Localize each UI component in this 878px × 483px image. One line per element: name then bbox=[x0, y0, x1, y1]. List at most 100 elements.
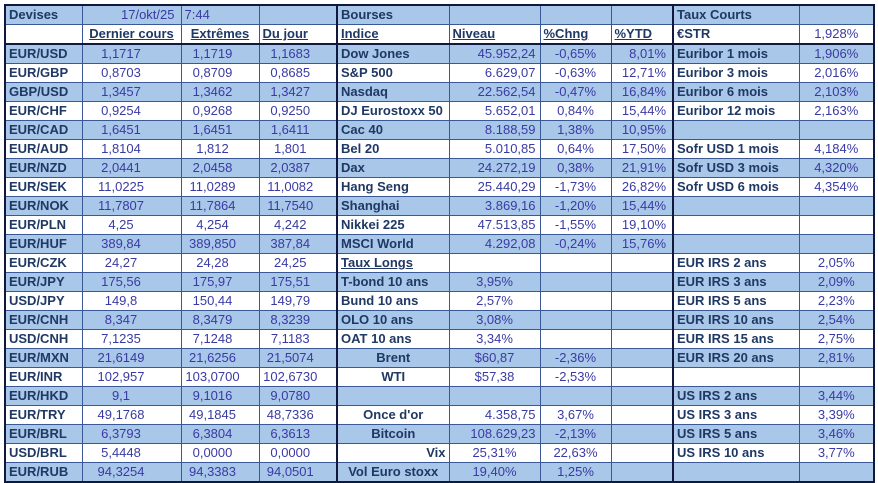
chng-value: -2,53% bbox=[539, 367, 612, 387]
rate-value: 3,46% bbox=[798, 424, 875, 444]
section-title-taux-courts: Taux Courts bbox=[672, 4, 800, 25]
currency-pair-label: EUR/NZD bbox=[4, 158, 83, 178]
chng-value: -2,36% bbox=[539, 348, 612, 368]
dernier-cours-value: 1,1717 bbox=[81, 43, 182, 64]
niveau-value: $60,87 bbox=[448, 348, 541, 368]
niveau-value: 22.562,54 bbox=[448, 82, 541, 102]
table-row: EUR/AUD 1,8104 1,812 1,801 Bel 20 5.010,85 0,6… bbox=[4, 139, 875, 159]
currency-pair-label: USD/BRL bbox=[4, 443, 83, 463]
du-jour-value: 102,6730 bbox=[258, 367, 338, 387]
index-label: T-bond 10 ans bbox=[336, 272, 450, 292]
empty-cell bbox=[672, 215, 800, 235]
table-row: EUR/SEK 11,0225 11,0289 11,0082 Hang Seng 25.… bbox=[4, 177, 875, 197]
currency-pair-label: EUR/HUF bbox=[4, 234, 83, 254]
index-label: Hang Seng bbox=[336, 177, 450, 197]
rate-value: 4,354% bbox=[798, 177, 875, 197]
index-label: S&P 500 bbox=[336, 63, 450, 83]
dernier-cours-value: 7,1235 bbox=[81, 329, 182, 349]
niveau-value: $57,38 bbox=[448, 367, 541, 387]
table-row: EUR/MXN 21,6149 21,6256 21,5074 Brent $60,87-… bbox=[4, 348, 875, 368]
section-title-row: Devises 17/okt/25 7:44 Bourses Taux Courts bbox=[4, 4, 875, 25]
extremes-value: 1,1719 bbox=[180, 43, 260, 64]
niveau-value: 45.952,24 bbox=[448, 43, 541, 64]
chng-value: 22,63% bbox=[539, 443, 612, 463]
empty-cell bbox=[539, 4, 612, 25]
index-label: Bel 20 bbox=[336, 139, 450, 159]
report-time: 7:44 bbox=[180, 4, 260, 25]
empty-cell bbox=[798, 234, 875, 254]
dernier-cours-value: 102,957 bbox=[81, 367, 182, 387]
extremes-value: 49,1845 bbox=[180, 405, 260, 425]
du-jour-value: 6,3613 bbox=[258, 424, 338, 444]
index-label: Dax bbox=[336, 158, 450, 178]
extremes-value: 389,850 bbox=[180, 234, 260, 254]
empty-cell bbox=[798, 462, 875, 483]
ytd-value: 8,01% bbox=[610, 43, 674, 64]
col-header-niveau: Niveau bbox=[448, 24, 541, 45]
empty-cell bbox=[539, 310, 612, 330]
rate-label: Euribor 12 mois bbox=[672, 101, 800, 121]
dernier-cours-value: 11,7807 bbox=[81, 196, 182, 216]
rate-label: EUR IRS 3 ans bbox=[672, 272, 800, 292]
du-jour-value: 94,0501 bbox=[258, 462, 338, 483]
rate-value: 2,103% bbox=[798, 82, 875, 102]
currency-pair-label: GBP/USD bbox=[4, 82, 83, 102]
extremes-value: 1,3462 bbox=[180, 82, 260, 102]
empty-cell bbox=[610, 253, 674, 273]
market-table: Devises 17/okt/25 7:44 Bourses Taux Courts De… bbox=[4, 4, 875, 483]
dernier-cours-value: 149,8 bbox=[81, 291, 182, 311]
currency-pair-label: EUR/GBP bbox=[4, 63, 83, 83]
extremes-value: 4,254 bbox=[180, 215, 260, 235]
empty-cell bbox=[610, 462, 674, 483]
empty-cell bbox=[610, 272, 674, 292]
currency-pair-label: EUR/JPY bbox=[4, 272, 83, 292]
du-jour-value: 9,0780 bbox=[258, 386, 338, 406]
table-row: EUR/CNH 8,347 8,3479 8,3239 OLO 10 ans 3,08% E… bbox=[4, 310, 875, 330]
dernier-cours-value: 0,9254 bbox=[81, 101, 182, 121]
rate-label: EUR IRS 20 ans bbox=[672, 348, 800, 368]
rate-label: US IRS 2 ans bbox=[672, 386, 800, 406]
empty-cell bbox=[336, 386, 450, 406]
currency-pair-label: EUR/CZK bbox=[4, 253, 83, 273]
col-header-dernier-cours: Dernier cours bbox=[81, 24, 182, 45]
table-row: EUR/CAD 1,6451 1,6451 1,6411 Cac 40 8.188,59 1… bbox=[4, 120, 875, 140]
table-row: EUR/JPY 175,56 175,97 175,51 T-bond 10 ans 3,… bbox=[4, 272, 875, 292]
ytd-value: 15,44% bbox=[610, 196, 674, 216]
rate-label: Euribor 3 mois bbox=[672, 63, 800, 83]
rate-value: 2,75% bbox=[798, 329, 875, 349]
table-row: GBP/USD 1,3457 1,3462 1,3427 Nasdaq 22.562,54… bbox=[4, 82, 875, 102]
empty-cell bbox=[672, 234, 800, 254]
rate-value: 2,09% bbox=[798, 272, 875, 292]
chng-value: -1,73% bbox=[539, 177, 612, 197]
empty-cell bbox=[539, 329, 612, 349]
extremes-value: 9,1016 bbox=[180, 386, 260, 406]
niveau-value: 8.188,59 bbox=[448, 120, 541, 140]
currency-pair-label: USD/CNH bbox=[4, 329, 83, 349]
du-jour-value: 21,5074 bbox=[258, 348, 338, 368]
empty-cell bbox=[610, 329, 674, 349]
rate-value: 3,77% bbox=[798, 443, 875, 463]
empty-cell bbox=[672, 196, 800, 216]
du-jour-value: 175,51 bbox=[258, 272, 338, 292]
ytd-value: 21,91% bbox=[610, 158, 674, 178]
index-label: OAT 10 ans bbox=[336, 329, 450, 349]
empty-cell bbox=[610, 310, 674, 330]
du-jour-value: 2,0387 bbox=[258, 158, 338, 178]
table-row: EUR/USD 1,1717 1,1719 1,1683 Dow Jones 45.952… bbox=[4, 43, 875, 64]
dernier-cours-value: 21,6149 bbox=[81, 348, 182, 368]
table-row: EUR/PLN 4,25 4,254 4,242 Nikkei 225 47.513,85… bbox=[4, 215, 875, 235]
rate-value: 4,184% bbox=[798, 139, 875, 159]
niveau-value: 3,34% bbox=[448, 329, 541, 349]
empty-cell bbox=[539, 291, 612, 311]
rate-value: 4,320% bbox=[798, 158, 875, 178]
chng-value: 0,64% bbox=[539, 139, 612, 159]
rate-value: 2,54% bbox=[798, 310, 875, 330]
niveau-value: 25,31% bbox=[448, 443, 541, 463]
empty-cell bbox=[798, 120, 875, 140]
index-label: Vol Euro stoxx bbox=[336, 462, 450, 483]
empty-cell bbox=[448, 253, 541, 273]
ytd-value: 26,82% bbox=[610, 177, 674, 197]
index-label: Nikkei 225 bbox=[336, 215, 450, 235]
empty-cell bbox=[610, 405, 674, 425]
chng-value: -2,13% bbox=[539, 424, 612, 444]
